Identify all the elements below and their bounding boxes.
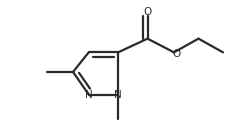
Text: O: O — [173, 49, 181, 59]
Text: O: O — [143, 7, 152, 17]
Text: N: N — [85, 90, 93, 101]
Text: N: N — [114, 90, 122, 101]
